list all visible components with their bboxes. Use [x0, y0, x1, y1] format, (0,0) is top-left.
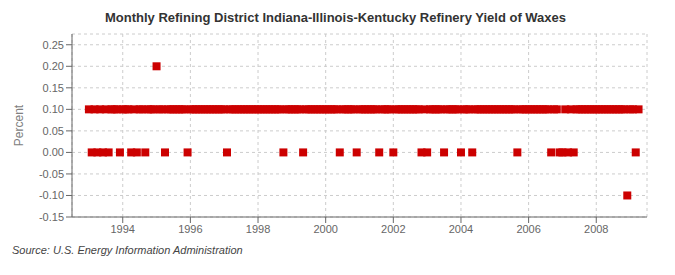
svg-text:2008: 2008 — [584, 223, 608, 235]
svg-text:0.00: 0.00 — [43, 146, 64, 158]
svg-text:-0.05: -0.05 — [39, 168, 64, 180]
svg-text:0.15: 0.15 — [43, 82, 64, 94]
svg-text:1994: 1994 — [110, 223, 134, 235]
svg-text:0.05: 0.05 — [43, 125, 64, 137]
svg-text:2004: 2004 — [449, 223, 473, 235]
svg-text:Percent: Percent — [12, 104, 26, 146]
html-text:Monthly Refining District Indi: Monthly Refining District Indiana-Illino… — [105, 10, 566, 25]
svg-text:-0.10: -0.10 — [39, 189, 64, 201]
svg-text:2000: 2000 — [313, 223, 337, 235]
svg-text:2002: 2002 — [381, 223, 405, 235]
svg-text:0.20: 0.20 — [43, 60, 64, 72]
svg-text:2006: 2006 — [516, 223, 540, 235]
html-text:Source: U.S. Energy Informatio: Source: U.S. Energy Information Administ… — [12, 244, 243, 256]
svg-text:1998: 1998 — [246, 223, 270, 235]
svg-text:0.25: 0.25 — [43, 39, 64, 51]
svg-text:1996: 1996 — [178, 223, 202, 235]
svg-text:-0.15: -0.15 — [39, 211, 64, 223]
svg-text:0.10: 0.10 — [43, 103, 64, 115]
